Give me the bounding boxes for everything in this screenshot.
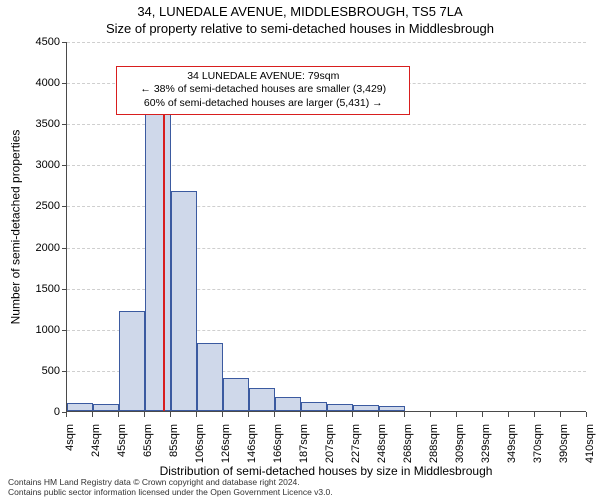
annotation-box: 34 LUNEDALE AVENUE: 79sqm← 38% of semi-d… <box>116 66 410 115</box>
histogram-bar <box>353 405 379 411</box>
footer-credits: Contains HM Land Registry data © Crown c… <box>8 478 333 498</box>
y-tick-mark <box>62 330 67 331</box>
x-tick-mark <box>118 412 119 417</box>
x-axis-label: Distribution of semi-detached houses by … <box>66 464 586 478</box>
x-tick-mark <box>274 412 275 417</box>
histogram-bar <box>93 404 119 411</box>
x-tick-mark <box>170 412 171 417</box>
x-tick-mark <box>378 412 379 417</box>
x-tick-mark <box>352 412 353 417</box>
x-tick-mark <box>456 412 457 417</box>
histogram-bar <box>145 113 171 411</box>
y-tick-label: 1000 <box>10 324 60 336</box>
y-tick-label: 2000 <box>10 242 60 254</box>
x-tick-mark <box>92 412 93 417</box>
y-tick-mark <box>62 124 67 125</box>
x-tick-mark <box>326 412 327 417</box>
histogram-bar <box>171 191 197 411</box>
annotation-line3: 60% of semi-detached houses are larger (… <box>123 97 403 111</box>
histogram-bar <box>275 397 301 411</box>
x-tick-area: 4sqm24sqm45sqm65sqm85sqm106sqm126sqm146s… <box>66 412 586 472</box>
chart-container: 34, LUNEDALE AVENUE, MIDDLESBROUGH, TS5 … <box>0 0 600 500</box>
x-tick-mark <box>300 412 301 417</box>
y-tick-label: 3000 <box>10 159 60 171</box>
y-tick-mark <box>62 248 67 249</box>
x-tick-mark <box>144 412 145 417</box>
x-tick-mark <box>430 412 431 417</box>
y-tick-label: 2500 <box>10 200 60 212</box>
y-tick-mark <box>62 83 67 84</box>
x-tick-mark <box>586 412 587 417</box>
y-tick-mark <box>62 165 67 166</box>
y-tick-mark <box>62 206 67 207</box>
gridline <box>67 42 586 43</box>
y-tick-mark <box>62 289 67 290</box>
y-tick-label: 3500 <box>10 118 60 130</box>
x-tick-mark <box>222 412 223 417</box>
x-tick-mark <box>482 412 483 417</box>
y-tick-label: 0 <box>10 406 60 418</box>
x-tick-mark <box>404 412 405 417</box>
y-tick-mark <box>62 42 67 43</box>
histogram-bar <box>197 343 223 411</box>
y-tick-mark <box>62 371 67 372</box>
chart-title-line2: Size of property relative to semi-detach… <box>0 21 600 36</box>
histogram-bar <box>249 388 275 411</box>
footer-line2: Contains public sector information licen… <box>8 488 333 498</box>
y-tick-label: 1500 <box>10 283 60 295</box>
y-axis-label-container: Number of semi-detached properties <box>8 42 22 412</box>
x-tick-mark <box>248 412 249 417</box>
histogram-bar <box>119 311 145 411</box>
histogram-bar <box>67 403 93 411</box>
reference-marker-line <box>163 82 165 411</box>
x-tick-mark <box>196 412 197 417</box>
x-tick-mark <box>534 412 535 417</box>
histogram-bar <box>379 406 405 411</box>
histogram-bar <box>301 402 327 411</box>
histogram-bar <box>223 378 249 411</box>
x-tick-mark <box>508 412 509 417</box>
histogram-bar <box>327 404 353 411</box>
annotation-line1: 34 LUNEDALE AVENUE: 79sqm <box>123 70 403 84</box>
y-tick-label: 4000 <box>10 77 60 89</box>
annotation-line2: ← 38% of semi-detached houses are smalle… <box>123 83 403 97</box>
x-tick-mark <box>66 412 67 417</box>
y-tick-label: 500 <box>10 365 60 377</box>
chart-title-line1: 34, LUNEDALE AVENUE, MIDDLESBROUGH, TS5 … <box>0 4 600 19</box>
x-tick-mark <box>560 412 561 417</box>
plot-area: 34 LUNEDALE AVENUE: 79sqm← 38% of semi-d… <box>66 42 586 412</box>
y-tick-label: 4500 <box>10 36 60 48</box>
